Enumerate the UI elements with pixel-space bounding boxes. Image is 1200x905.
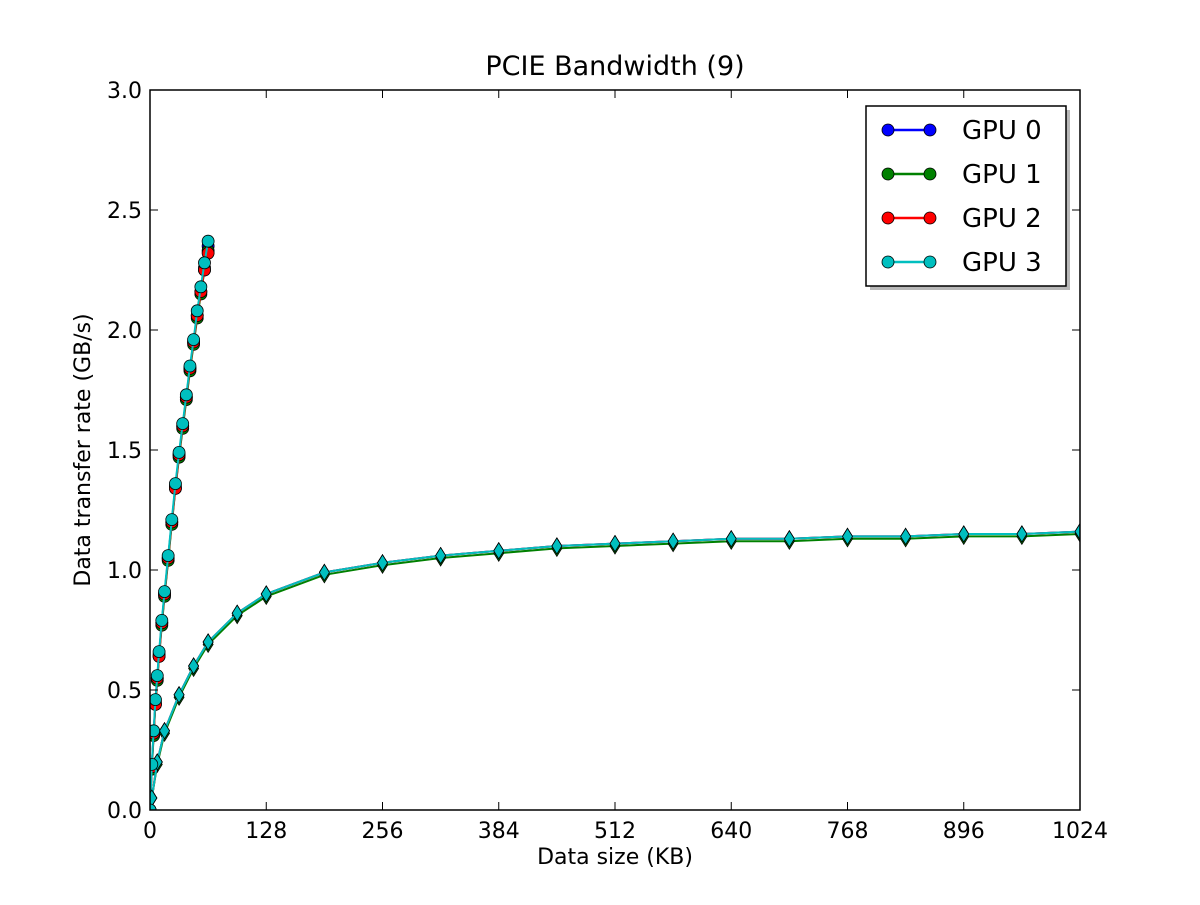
data-point-circle (190, 304, 204, 318)
legend-label: GPU 3 (962, 248, 1042, 278)
data-point-diamond (900, 527, 912, 546)
data-point-diamond (842, 527, 853, 546)
x-tick-label: 896 (943, 819, 985, 844)
data-point-circle (183, 359, 197, 373)
data-point-diamond (260, 585, 272, 603)
data-point-circle (158, 585, 171, 598)
data-point-circle (169, 477, 182, 491)
y-tick-label: 0.0 (107, 799, 142, 824)
data-point-diamond (188, 657, 200, 675)
data-point-circle (201, 234, 215, 248)
data-point-circle (150, 803, 157, 810)
data-point-circle (150, 669, 164, 682)
data-point-diamond (1074, 522, 1080, 541)
legend-entry: GPU 1 (881, 160, 1042, 190)
series-layer (150, 234, 1080, 810)
x-tick-label: 256 (362, 819, 404, 844)
series-line-large (150, 533, 1080, 799)
legend-entry: GPU 3 (881, 248, 1042, 278)
data-point-diamond (725, 530, 737, 548)
x-tick-label: 0 (143, 819, 157, 844)
data-point-diamond (1016, 525, 1028, 543)
data-point-circle (179, 388, 193, 402)
legend-marker (923, 211, 937, 225)
legend-marker (881, 211, 895, 225)
data-point-circle (194, 280, 208, 294)
y-axis: 0.0 0.5 1.0 1.5 2.0 2.5 3.0 (107, 79, 1080, 824)
legend-marker (881, 255, 895, 269)
data-point-diamond (231, 604, 243, 622)
data-point-diamond (667, 532, 679, 550)
data-point-circle (150, 758, 159, 771)
series-line-large (150, 530, 1080, 799)
data-point-circle (161, 549, 175, 562)
x-tick-label: 512 (594, 819, 636, 844)
data-point-diamond (493, 542, 505, 560)
data-point-diamond (783, 530, 795, 548)
data-point-diamond (173, 686, 185, 704)
y-tick-label: 0.5 (107, 679, 142, 704)
y-axis-label: Data transfer rate (GB/s) (71, 313, 96, 586)
y-tick-label: 3.0 (107, 79, 142, 104)
x-axis: 0 128 256 384 512 640 768 896 1024 (143, 90, 1108, 844)
data-point-circle (150, 724, 161, 738)
y-tick-label: 1.0 (107, 559, 142, 584)
data-point-circle (165, 513, 179, 526)
series-3 (150, 234, 1080, 810)
x-tick-label: 384 (478, 819, 520, 844)
y-tick-label: 2.0 (107, 319, 142, 344)
data-point-diamond (202, 633, 214, 651)
data-point-circle (172, 445, 186, 459)
data-point-circle (155, 614, 169, 627)
data-point-diamond (377, 554, 388, 572)
legend-entry: GPU 2 (881, 204, 1042, 234)
legend-marker (923, 167, 937, 181)
legend-label: GPU 0 (962, 116, 1042, 146)
data-point-diamond (958, 525, 970, 543)
data-point-diamond (318, 563, 330, 582)
data-point-circle (176, 417, 190, 431)
data-point-circle (198, 256, 211, 270)
y-tick-label: 2.5 (107, 199, 142, 224)
data-point-diamond (435, 546, 447, 565)
legend-marker (923, 255, 937, 269)
data-point-diamond (159, 722, 171, 740)
data-point-circle (150, 693, 162, 706)
legend-entry: GPU 0 (881, 116, 1042, 146)
legend-box (865, 105, 1067, 287)
legend-marker (881, 123, 895, 137)
legend-label: GPU 1 (962, 160, 1042, 190)
data-point-circle (187, 333, 200, 347)
x-tick-label: 768 (827, 819, 869, 844)
data-point-circle (152, 645, 166, 658)
x-tick-label: 1024 (1052, 819, 1108, 844)
legend-marker (881, 167, 895, 181)
data-point-diamond (551, 537, 563, 555)
x-axis-label: Data size (KB) (537, 845, 693, 870)
y-tick-label: 1.5 (107, 439, 142, 464)
legend: GPU 0 GPU 1 GPU 2 GPU 3 (865, 105, 1070, 290)
data-point-diamond (609, 534, 621, 553)
chart-title: PCIE Bandwidth (9) (485, 51, 744, 82)
legend-marker (923, 123, 937, 137)
x-tick-label: 640 (710, 819, 752, 844)
legend-label: GPU 2 (962, 204, 1042, 234)
x-tick-label: 128 (245, 819, 287, 844)
